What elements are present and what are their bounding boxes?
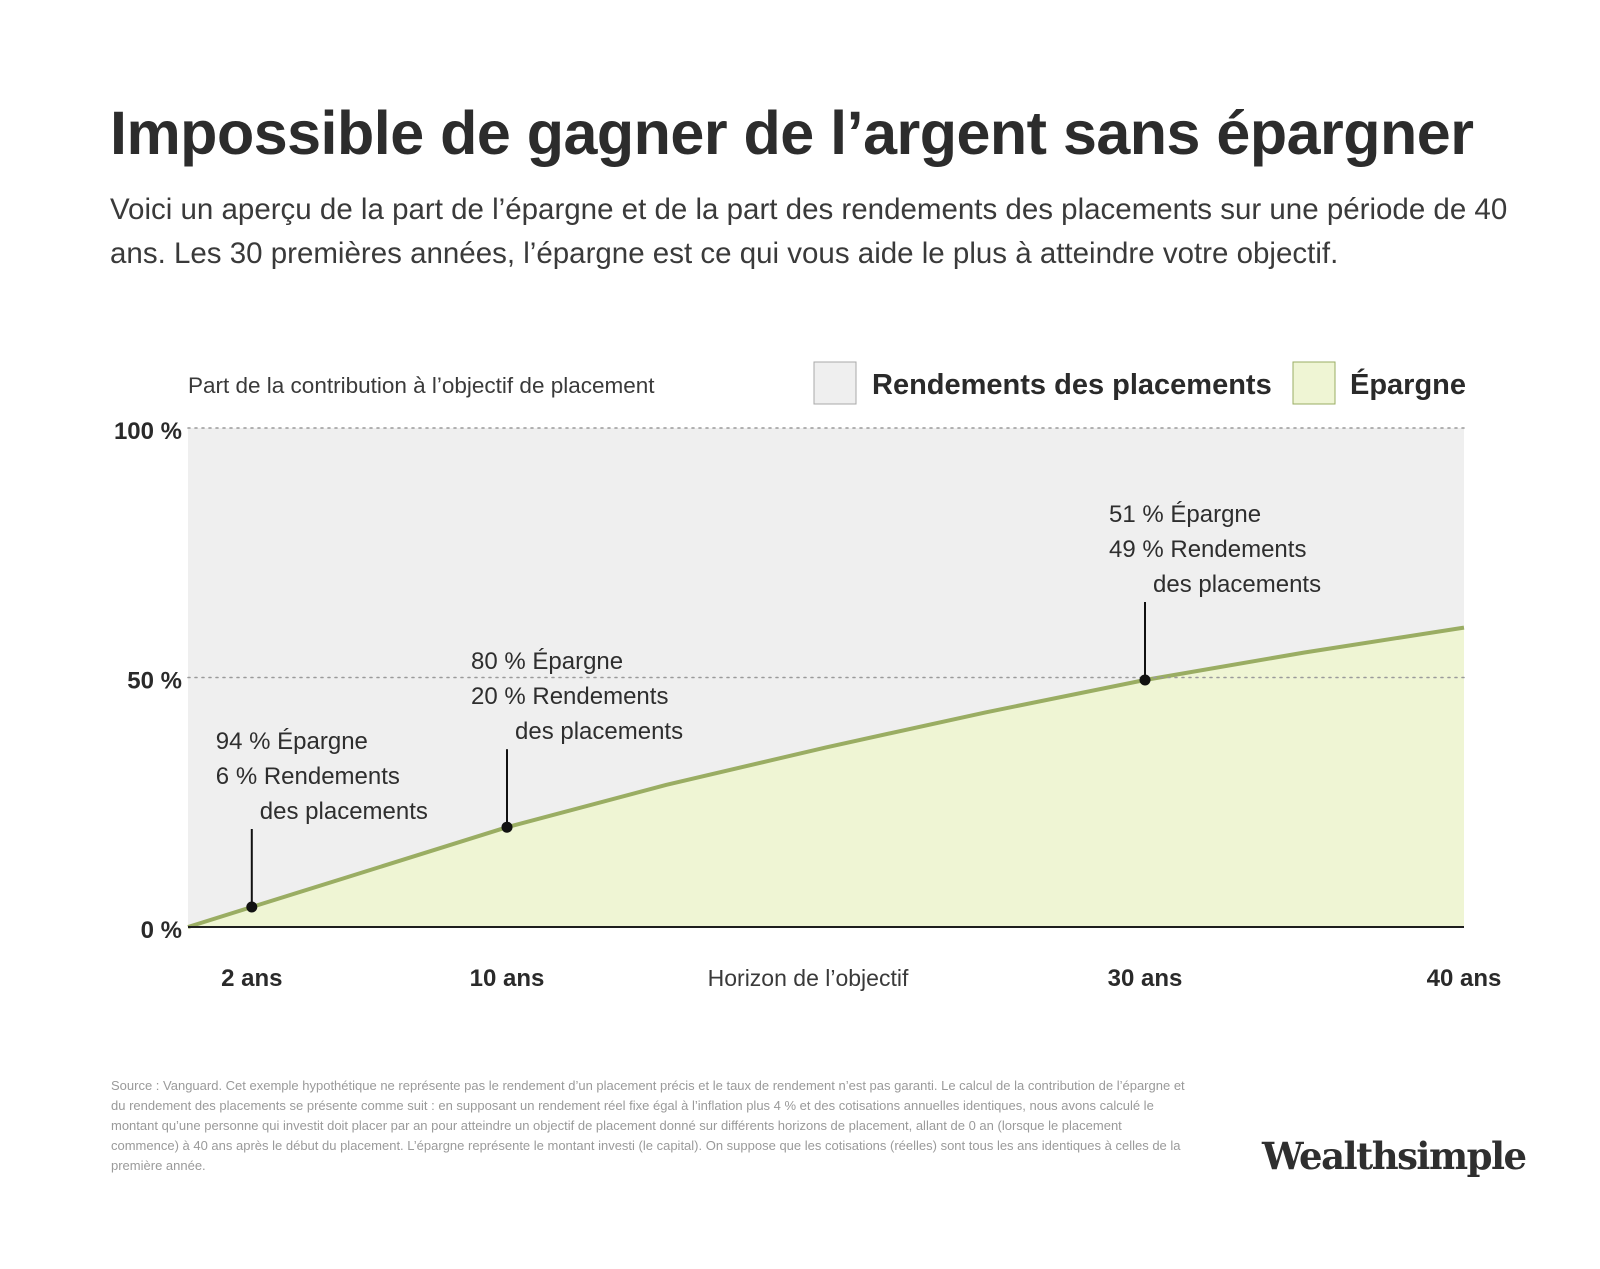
y-tick-label: 0 % [141, 917, 182, 944]
legend: Rendements des placements Épargne [813, 361, 1466, 405]
annotation-marker [1139, 674, 1151, 686]
page-title: Impossible de gagner de l’argent sans ép… [110, 99, 1474, 167]
annotation-label: des placements [515, 718, 683, 745]
source-footnote: Source : Vanguard. Cet exemple hypothéti… [111, 1078, 1185, 1173]
y-tick-label: 100 % [114, 418, 182, 445]
grid [187, 427, 1465, 679]
y-tick-label: 50 % [127, 668, 182, 695]
savings-area [188, 627, 1464, 927]
annotation-label: 51 % Épargne [1109, 501, 1261, 528]
legend-swatch-returns [813, 361, 857, 405]
annotation-label: des placements [260, 798, 428, 825]
annotations: 94 % Épargne 6 % Rendements des placements… [216, 501, 1321, 913]
legend-label-returns: Rendements des placements [872, 369, 1272, 401]
legend-swatch-savings [1292, 361, 1336, 405]
y-axis-title: Part de la contribution à l’objectif de … [188, 373, 655, 398]
wealthsimple-logo: Wealthsimple [1262, 1134, 1527, 1178]
x-tick-label: 2 ans [221, 965, 282, 992]
annotation-label: 80 % Épargne [471, 648, 623, 675]
page-subtitle: Voici un aperçu de la part de l’épargne … [110, 193, 1508, 270]
x-tick-label: 30 ans [1108, 965, 1183, 992]
chart: 0 % 50 % 100 % 2 ans 10 ans 30 ans 40 ans 94 %… [114, 361, 1501, 992]
annotation-label: 94 % Épargne [216, 728, 368, 755]
legend-label-savings: Épargne [1350, 367, 1466, 401]
plot-area [187, 428, 1465, 929]
annotation-marker [501, 821, 513, 833]
annotation-label: des placements [1153, 571, 1321, 598]
annotation-label: 49 % Rendements [1109, 536, 1306, 563]
x-tick-label: 10 ans [470, 965, 545, 992]
annotation-marker [246, 901, 258, 913]
axes: 0 % 50 % 100 % 2 ans 10 ans 30 ans 40 ans [114, 418, 1501, 992]
x-axis-title: Horizon de l’objectif [708, 965, 909, 991]
savings-line [187, 625, 1465, 929]
annotation-label: 6 % Rendements [216, 763, 400, 790]
annotation-label: 20 % Rendements [471, 683, 668, 710]
x-tick-label: 40 ans [1427, 965, 1502, 992]
